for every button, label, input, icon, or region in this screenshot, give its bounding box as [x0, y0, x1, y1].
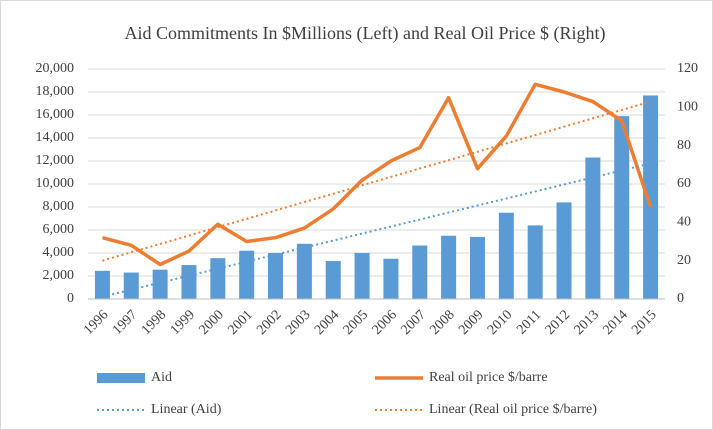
y-tick-label: 12,000: [36, 153, 75, 168]
bar: [325, 261, 341, 299]
y2-tick-label: 80: [677, 138, 691, 153]
trend-line: [102, 162, 651, 298]
bar: [441, 235, 457, 299]
bar: [181, 265, 197, 299]
bar: [296, 243, 312, 299]
y-tick-label: 4,000: [43, 245, 75, 260]
y2-tick-label: 20: [677, 253, 691, 268]
bar: [498, 212, 514, 299]
legend-label: Real oil price $/barre: [429, 370, 548, 385]
y-tick-label: 14,000: [36, 130, 75, 145]
bar: [614, 116, 630, 300]
bar: [152, 269, 168, 299]
bar: [94, 270, 110, 299]
y-tick-label: 6,000: [43, 222, 75, 237]
y2-tick-label: 40: [677, 215, 691, 230]
chart-title: Aid Commitments In $Millions (Left) and …: [125, 23, 606, 44]
y2-tick-label: 60: [677, 176, 691, 191]
bar: [643, 95, 659, 299]
legend-label: Aid: [151, 370, 172, 385]
bar: [469, 236, 485, 299]
bar: [383, 258, 399, 299]
bar: [354, 253, 370, 299]
bar: [210, 258, 226, 299]
legend-label: Linear (Aid): [151, 402, 222, 417]
y2-tick-label: 120: [677, 61, 698, 76]
y-tick-label: 16,000: [36, 107, 75, 122]
bar: [556, 202, 572, 299]
bar: [268, 253, 284, 299]
y-tick-label: 8,000: [43, 199, 75, 214]
y-tick-label: 10,000: [36, 176, 75, 191]
y2-tick-label: 0: [677, 291, 684, 306]
bar: [527, 225, 543, 299]
y2-tick-label: 100: [677, 100, 698, 115]
bar: [412, 245, 428, 299]
bar: [585, 157, 601, 299]
y-tick-label: 2,000: [43, 268, 75, 283]
y-tick-label: 18,000: [36, 84, 75, 99]
line: [101, 82, 653, 267]
bar: [123, 272, 139, 299]
trend-line: [102, 100, 651, 262]
bar: [239, 250, 255, 299]
y-tick-label: 0: [67, 291, 74, 306]
legend-swatch: [97, 373, 145, 383]
y-tick-label: 20,000: [36, 61, 75, 76]
legend-label: Linear (Real oil price $/barre): [429, 402, 597, 417]
